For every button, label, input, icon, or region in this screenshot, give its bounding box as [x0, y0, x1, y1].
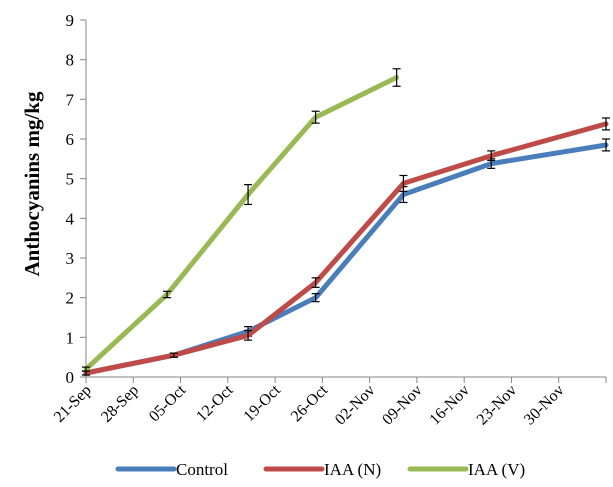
- error-bar-iaa-v: [311, 110, 320, 124]
- series-line-iaa-v: [83, 75, 400, 372]
- x-tick-label: 23-Nov: [474, 382, 521, 429]
- series-line-control: [83, 142, 609, 376]
- x-tick-label: 09-Nov: [379, 382, 426, 429]
- error-bar-iaa-v: [163, 290, 172, 299]
- y-tick-label: 7: [66, 90, 75, 109]
- legend: Control IAA (N) IAA (V): [115, 460, 525, 479]
- legend-label-control: Control: [176, 460, 228, 479]
- x-tick-label: 02-Nov: [332, 382, 379, 429]
- error-bar-iaa-n: [244, 329, 253, 341]
- error-bar-iaa-n: [169, 352, 178, 358]
- error-bar-iaa-n: [602, 117, 610, 131]
- x-tick-label: 12-Oct: [193, 381, 237, 425]
- y-tick-label: 5: [66, 170, 75, 189]
- legend-label-iaa-v: IAA (V): [468, 460, 525, 479]
- x-tick-label: 19-Oct: [240, 381, 284, 425]
- x-tick-label: 26-Oct: [288, 381, 332, 425]
- x-tick-label: 30-Nov: [521, 382, 568, 429]
- y-tick-label: 9: [66, 11, 75, 30]
- legend-label-iaa-n: IAA (N): [324, 460, 381, 479]
- error-bar-iaa-n: [311, 277, 320, 288]
- y-axis-label: Anthocyanins mg/kg: [20, 91, 44, 276]
- error-bar-iaa-n: [487, 150, 496, 162]
- y-tick-label: 0: [66, 368, 75, 387]
- x-tick-label: 16-Nov: [426, 382, 473, 429]
- x-tick-label: 28-Sep: [98, 382, 142, 426]
- error-bar-iaa-v: [392, 68, 401, 87]
- series-layer: [82, 68, 610, 376]
- x-tick-label: 05-Oct: [146, 381, 190, 425]
- error-bar-iaa-v: [244, 184, 253, 206]
- y-tick-label: 1: [66, 328, 75, 347]
- x-tick-label: 21-Sep: [51, 382, 95, 426]
- y-tick-label: 8: [66, 51, 75, 70]
- error-bar-control: [602, 138, 610, 152]
- error-bar-iaa-n: [399, 174, 408, 192]
- y-tick-label: 3: [66, 249, 75, 268]
- series-line-iaa-n: [83, 121, 609, 376]
- y-tick-label: 6: [66, 130, 75, 149]
- error-bar-iaa-v: [82, 366, 90, 372]
- x-axis-ticks: 21-Sep 28-Sep 05-Oct 12-Oct 19-Oct 26-Oct 02-N…: [51, 377, 607, 429]
- y-tick-label: 4: [66, 209, 75, 228]
- y-axis-ticks: 0 1 2 3 4 5 6 7 8 9: [66, 11, 86, 387]
- y-tick-label: 2: [66, 289, 75, 308]
- error-bar-control: [311, 293, 320, 303]
